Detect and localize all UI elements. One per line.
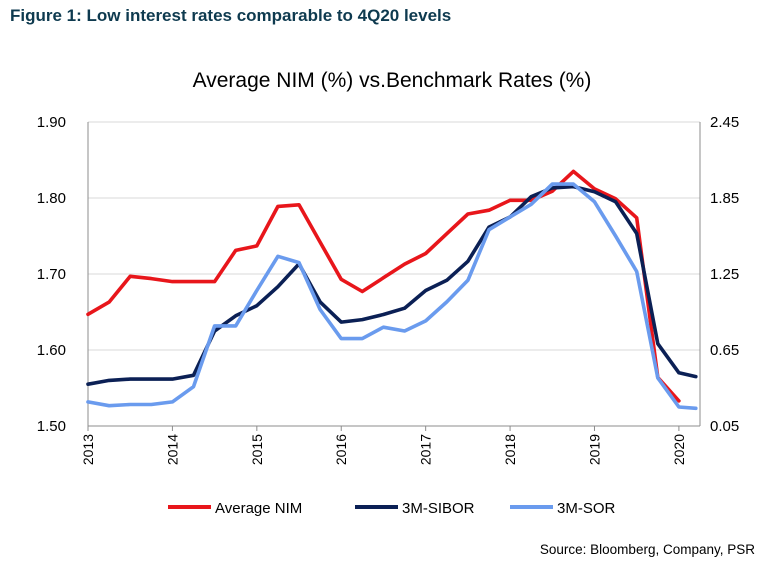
axes	[87, 122, 701, 431]
x-tick-label: 2016	[333, 434, 349, 465]
chart-title: Average NIM (%) vs.Benchmark Rates (%)	[193, 69, 592, 92]
series-line-3m-sor	[86, 182, 698, 411]
y-left-tick-label: 1.80	[37, 190, 66, 207]
y-right-tick-label: 2.45	[710, 114, 739, 131]
y-right-tick-label: 0.65	[710, 342, 739, 359]
legend-label: 3M-SOR	[557, 500, 616, 517]
x-tick-label: 2015	[249, 434, 265, 465]
series-line-average-nim	[86, 169, 681, 403]
x-tick-label: 2019	[586, 434, 602, 465]
grid	[88, 121, 700, 351]
y-right-tick-label: 1.25	[710, 266, 739, 283]
y-left-tick-label: 1.50	[37, 418, 66, 435]
source-note: Source: Bloomberg, Company, PSR	[539, 542, 755, 557]
y-left-tick-label: 1.90	[37, 114, 66, 131]
y-right-tick-label: 0.05	[710, 418, 739, 435]
tick-labels: 1.50 1.60 1.70 1.80 1.90 0.05 0.65 1.25 1.85 2.45…	[37, 114, 739, 465]
x-tick-label: 2013	[80, 434, 96, 465]
legend-label: Average NIM	[215, 500, 302, 517]
y-left-tick-label: 1.70	[37, 266, 66, 283]
x-tick-label: 2014	[164, 434, 180, 465]
x-tick-label: 2020	[671, 434, 687, 465]
legend: Average NIM 3M-SIBOR 3M-SOR	[168, 500, 616, 517]
y-right-tick-label: 1.85	[710, 190, 739, 207]
x-tick-label: 2017	[418, 434, 434, 465]
legend-label: 3M-SIBOR	[402, 500, 475, 517]
series-lines	[86, 169, 698, 411]
y-left-tick-label: 1.60	[37, 342, 66, 359]
x-tick-label: 2018	[502, 434, 518, 465]
figure-title: Figure 1: Low interest rates comparable …	[10, 6, 452, 25]
series-line-3m-sibor	[86, 184, 698, 387]
